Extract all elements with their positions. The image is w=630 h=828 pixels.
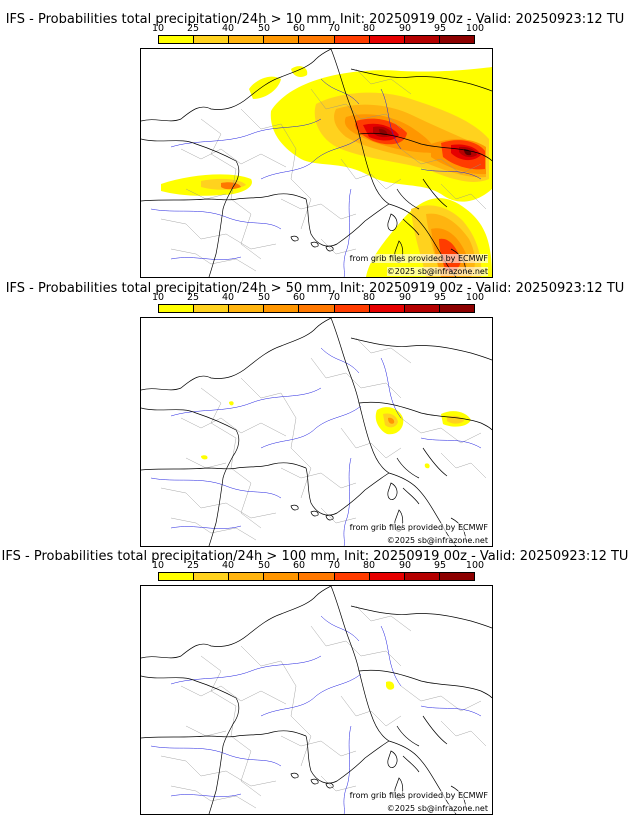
legend-ticks: 10 25 40 50 60 70 80 90 95 100 (150, 561, 484, 571)
legend-ticks: 10 25 40 50 60 70 80 90 95 100 (150, 24, 484, 34)
legend-swatch (299, 573, 335, 580)
legend-swatch (439, 573, 474, 580)
legend-tick: 90 (398, 560, 412, 571)
legend-tick: 50 (257, 292, 271, 303)
legend-tick: 10 (151, 292, 165, 303)
legend-swatch (229, 305, 265, 312)
legend-tick: 95 (433, 23, 447, 34)
legend-swatch (264, 36, 300, 43)
national-borders (141, 318, 492, 546)
legend-tick: 95 (433, 560, 447, 571)
legend-tick: 90 (398, 292, 412, 303)
legend-tick: 60 (292, 292, 306, 303)
national-borders (141, 586, 492, 814)
legend-tick: 50 (257, 560, 271, 571)
probability-field (201, 401, 471, 469)
legend-tick: 100 (465, 292, 485, 303)
panel-title: IFS - Probabilities total precipitation/… (5, 12, 625, 27)
legend-swatch (299, 305, 335, 312)
legend-swatch (194, 305, 230, 312)
region-boundaries (160, 605, 487, 809)
legend-swatch (334, 36, 370, 43)
legend-swatch (334, 305, 370, 312)
map-svg (141, 49, 492, 277)
legend-tick: 100 (465, 23, 485, 34)
legend-swatch (194, 573, 230, 580)
legend-tick: 40 (221, 23, 235, 34)
legend-tick: 80 (362, 23, 376, 34)
legend-swatch (299, 36, 335, 43)
panel-100mm: IFS - Probabilities total precipitation/… (0, 549, 630, 817)
map-frame: from grib files provided by ECMWF ©2025 … (140, 317, 493, 547)
legend-swatch (229, 36, 265, 43)
legend-swatch (369, 573, 405, 580)
legend-tick: 70 (327, 23, 341, 34)
legend-colorbar (158, 35, 475, 44)
region-boundaries (160, 337, 487, 541)
legend-tick: 10 (151, 560, 165, 571)
legend-tick: 60 (292, 23, 306, 34)
legend-colorbar (158, 572, 475, 581)
probability-field (386, 681, 395, 690)
legend-tick: 70 (327, 292, 341, 303)
legend-swatch (439, 305, 474, 312)
panel-10mm: IFS - Probabilities total precipitation/… (0, 12, 630, 280)
rivers (150, 615, 482, 814)
map-frame: from grib files provided by ECMWF ©2025 … (140, 585, 493, 815)
legend-tick: 25 (186, 560, 200, 571)
legend-tick: 50 (257, 23, 271, 34)
probability-field (161, 66, 492, 277)
legend-tick: 90 (398, 23, 412, 34)
map-svg (141, 586, 492, 814)
copyright-credit: ©2025 sb@infrazone.net (386, 267, 488, 276)
legend-swatch (264, 573, 300, 580)
panel-title: IFS - Probabilities total precipitation/… (1, 549, 629, 564)
legend-swatch (439, 36, 474, 43)
legend-tick: 70 (327, 560, 341, 571)
legend-tick: 60 (292, 560, 306, 571)
legend-tick: 25 (186, 23, 200, 34)
legend-ticks: 10 25 40 50 60 70 80 90 95 100 (150, 293, 484, 303)
copyright-credit: ©2025 sb@infrazone.net (386, 804, 488, 813)
copyright-credit: ©2025 sb@infrazone.net (386, 536, 488, 545)
legend-swatch (334, 573, 370, 580)
source-credit: from grib files provided by ECMWF (349, 791, 488, 800)
legend-swatch (194, 36, 230, 43)
rivers (150, 347, 482, 546)
legend-swatch (264, 305, 300, 312)
legend-tick: 80 (362, 292, 376, 303)
legend-tick: 10 (151, 23, 165, 34)
region-boundaries (160, 68, 487, 272)
legend-swatch (159, 36, 195, 43)
legend-tick: 100 (465, 560, 485, 571)
legend-swatch (404, 36, 440, 43)
panel-title: IFS - Probabilities total precipitation/… (5, 281, 625, 296)
map-svg (141, 318, 492, 546)
source-credit: from grib files provided by ECMWF (349, 254, 488, 263)
legend-swatch (159, 573, 195, 580)
legend-tick: 95 (433, 292, 447, 303)
legend-swatch (369, 305, 405, 312)
legend-swatch (229, 573, 265, 580)
legend-tick: 40 (221, 292, 235, 303)
national-borders (141, 49, 492, 277)
legend-tick: 40 (221, 560, 235, 571)
panel-50mm: IFS - Probabilities total precipitation/… (0, 281, 630, 549)
legend-tick: 25 (186, 292, 200, 303)
legend-swatch (404, 573, 440, 580)
map-frame: from grib files provided by ECMWF ©2025 … (140, 48, 493, 278)
legend-tick: 80 (362, 560, 376, 571)
legend-colorbar (158, 304, 475, 313)
legend-swatch (159, 305, 195, 312)
legend-swatch (369, 36, 405, 43)
source-credit: from grib files provided by ECMWF (349, 523, 488, 532)
legend-swatch (404, 305, 440, 312)
